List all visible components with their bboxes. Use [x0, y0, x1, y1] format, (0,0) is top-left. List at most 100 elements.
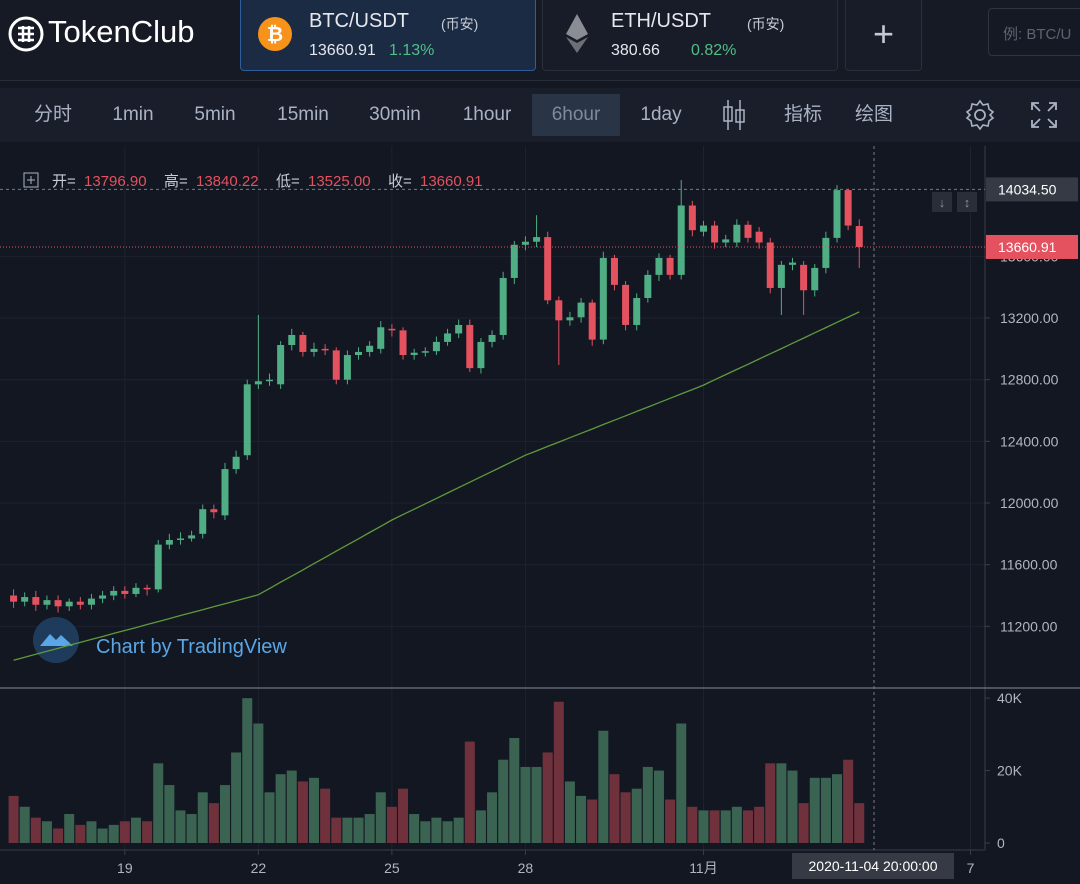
candle-body	[733, 224, 741, 243]
volume-bar	[275, 774, 286, 843]
volume-bar	[653, 770, 664, 843]
volume-bar	[231, 752, 242, 843]
candle-body	[855, 226, 863, 247]
volume-bar	[798, 803, 809, 843]
volume-bar	[564, 781, 575, 843]
volume-bar	[676, 723, 687, 843]
volume-bar	[398, 788, 409, 843]
candle-body	[299, 334, 307, 352]
candle-body	[210, 509, 218, 513]
volume-bar	[464, 741, 475, 843]
candle-body	[432, 341, 440, 352]
interval-button[interactable]: 分时	[33, 104, 72, 125]
interval-button[interactable]: 1day	[640, 104, 682, 125]
scroll-button[interactable]	[957, 192, 977, 212]
legend-label: 开=	[52, 173, 76, 190]
candle-body	[366, 345, 374, 352]
candle-body	[444, 333, 452, 342]
pair-price: 380.66	[611, 42, 660, 59]
logo-text: TokenClub	[48, 14, 195, 49]
candle-body	[688, 205, 696, 231]
candle-body	[355, 351, 363, 356]
candle-body	[410, 352, 418, 356]
candle-body	[176, 538, 184, 541]
candle-body	[65, 601, 73, 607]
legend-value: 13796.90	[84, 173, 147, 190]
settings-icon[interactable]	[964, 99, 996, 131]
scroll-icon: ↓	[939, 195, 946, 210]
interval-button[interactable]: 1hour	[462, 104, 512, 125]
candle-body	[154, 544, 162, 590]
last-price-box	[986, 234, 1078, 259]
interval-button[interactable]: 1min	[112, 104, 154, 125]
volume-bar	[531, 766, 542, 843]
volume-bar	[19, 806, 30, 843]
toolbar: 分时 1min 5min 15min 30min 1hour 6hour 1day 指标 绘图	[0, 88, 1080, 142]
interval-button[interactable]: 5min	[194, 104, 236, 125]
y-tick-label: 13200.00	[1000, 310, 1059, 326]
candle-body	[377, 327, 385, 349]
candle-body	[633, 297, 641, 325]
legend-label: 低=	[276, 173, 300, 190]
chart-type-icon[interactable]	[722, 98, 746, 132]
volume-bar	[41, 821, 52, 843]
search-placeholder: 例: BTC/U	[1003, 26, 1072, 43]
volume-bar	[631, 788, 642, 843]
volume-bar	[854, 803, 865, 843]
candle-body	[755, 231, 763, 243]
candle-body	[132, 587, 140, 594]
volume-bar	[598, 730, 609, 843]
interval-button[interactable]: 6hour	[532, 94, 620, 136]
candle-body	[466, 324, 474, 369]
candle-body	[566, 317, 574, 321]
volume-bar	[542, 752, 553, 843]
fullscreen-icon[interactable]	[1030, 101, 1058, 129]
candle-body	[510, 244, 518, 278]
pair-tab[interactable]: ₿ BTC/USDT (币安) 13660.91 1.13%	[240, 0, 536, 71]
pair-change: 1.13%	[389, 42, 435, 59]
volume-tick-label: 0	[997, 835, 1005, 851]
volume-bar	[130, 817, 141, 843]
candle-body	[622, 284, 630, 325]
interval-button[interactable]: 15min	[277, 104, 329, 125]
candle-body	[254, 381, 262, 385]
candle-body	[610, 257, 618, 285]
volume-bar	[709, 810, 720, 843]
candle-body	[777, 264, 785, 288]
volume-bar	[264, 792, 275, 843]
volume-bar	[164, 785, 175, 843]
tool-button[interactable]: 指标	[783, 104, 822, 125]
volume-bar	[520, 766, 531, 843]
volume-bar	[142, 821, 153, 843]
legend-toggle[interactable]	[23, 172, 39, 188]
interval-button[interactable]: 30min	[369, 104, 421, 125]
tool-button[interactable]: 绘图	[854, 104, 893, 125]
candle-body	[555, 300, 563, 321]
add-tab-button[interactable]: +	[845, 0, 922, 71]
candle-body	[455, 324, 463, 334]
exchange: (币安)	[747, 16, 785, 32]
volume-bar	[487, 792, 498, 843]
volume-bar	[8, 795, 19, 843]
volume-bar	[620, 792, 631, 843]
volume-bar	[119, 821, 130, 843]
x-tick-label: 22	[251, 860, 267, 876]
volume-bar	[375, 792, 386, 843]
search-box[interactable]: 例: BTC/U	[988, 8, 1080, 56]
candle-body	[221, 469, 229, 516]
candle-body	[544, 237, 552, 301]
volume-bar	[587, 799, 598, 843]
candle-body	[722, 239, 730, 243]
volume-bar	[186, 814, 197, 843]
scroll-button[interactable]	[932, 192, 952, 212]
logo-icon	[8, 16, 44, 52]
candle-body	[822, 237, 830, 268]
watermark	[33, 617, 79, 663]
volume-bar	[453, 817, 464, 843]
volume-bar	[409, 814, 420, 843]
eth-icon	[566, 14, 588, 53]
pair-tab[interactable]: ETH/USDT (币安) 380.66 0.82%	[542, 0, 838, 71]
candle-body	[10, 595, 18, 602]
pair-name: ETH/USDT	[611, 10, 711, 32]
candle-body	[744, 224, 752, 238]
